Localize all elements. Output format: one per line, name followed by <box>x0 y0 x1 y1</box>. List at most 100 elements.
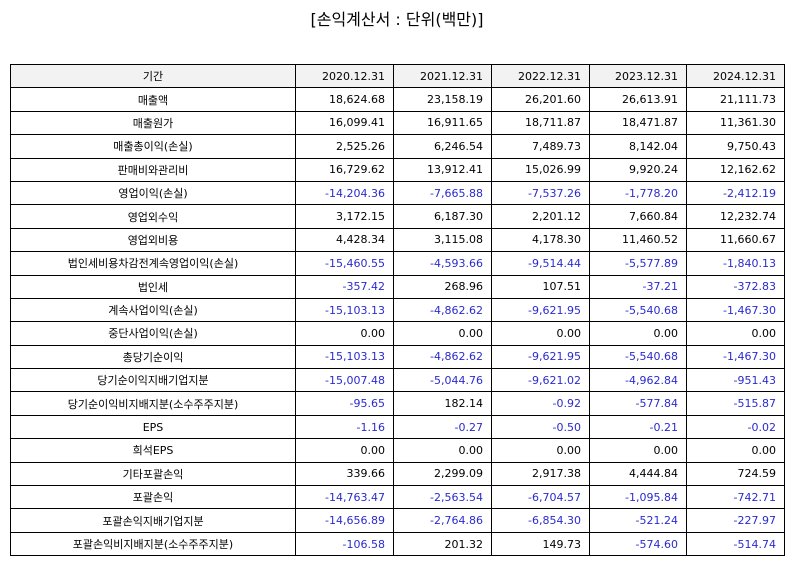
value-cell: -95.65 <box>295 391 394 416</box>
value-cell: 15,026.99 <box>491 157 590 182</box>
value-cell: -577.84 <box>589 391 687 416</box>
value-cell: 7,660.84 <box>589 204 687 229</box>
table-row: EPS -1.16 -0.27 -0.50 -0.21 -0.02 <box>10 414 785 440</box>
table-row: 판매비와관리비 16,729.62 13,912.41 15,026.99 9,920.… <box>10 157 785 182</box>
header-cell: 2021.12.31 <box>393 63 492 89</box>
value-cell: -4,593.66 <box>393 251 492 276</box>
value-cell: -4,862.62 <box>393 297 492 323</box>
table-row: 영업이익(손실) -14,204.36 -7,665.88 -7,537.26 -1,7… <box>10 180 785 206</box>
income-statement-table: 기간 2020.12.31 2021.12.31 2022.12.31 2023.12.… <box>10 63 785 557</box>
value-cell: -14,763.47 <box>295 485 394 510</box>
table-row: 총당기순이익 -15,103.13 -4,862.62 -9,621.95 -5,540… <box>10 344 785 370</box>
row-label: 매출액 <box>10 87 296 112</box>
row-label: 포괄손익 <box>10 485 296 510</box>
value-cell: 268.96 <box>393 274 492 299</box>
value-cell: -1,840.13 <box>686 251 785 276</box>
value-cell: -4,962.84 <box>589 368 687 393</box>
table-row: 당기순이익비지배지분(소수주주지분) -95.65 182.14 -0.92 -577.… <box>10 391 785 416</box>
value-cell: -14,204.36 <box>295 180 394 206</box>
value-cell: 12,162.62 <box>686 157 785 182</box>
table-row: 매출총이익(손실) 2,525.26 6,246.54 7,489.73 8,142.0… <box>10 134 785 159</box>
value-cell: -5,044.76 <box>393 368 492 393</box>
value-cell: -5,540.68 <box>589 344 687 370</box>
value-cell: 0.00 <box>589 438 687 463</box>
value-cell: 9,750.43 <box>686 134 785 159</box>
table-row: 매출원가 16,099.41 16,911.65 18,711.87 18,471.87… <box>10 110 785 136</box>
row-label: 매출원가 <box>10 110 296 136</box>
value-cell: -15,103.13 <box>295 344 394 370</box>
row-label: 총당기순이익 <box>10 344 296 370</box>
value-cell: 13,912.41 <box>393 157 492 182</box>
value-cell: -9,621.95 <box>491 297 590 323</box>
row-label: 계속사업이익(손실) <box>10 297 296 323</box>
header-cell: 2023.12.31 <box>589 63 687 89</box>
table-row: 법인세 -357.42 268.96 107.51 -37.21 -372.83 <box>10 274 785 299</box>
value-cell: 2,917.38 <box>491 461 590 487</box>
value-cell: 18,471.87 <box>589 110 687 136</box>
value-cell: -515.87 <box>686 391 785 416</box>
value-cell: -1,467.30 <box>686 344 785 370</box>
row-label: 희석EPS <box>10 438 296 463</box>
value-cell: -15,007.48 <box>295 368 394 393</box>
value-cell: -6,704.57 <box>491 485 590 510</box>
value-cell: -227.97 <box>686 508 785 533</box>
value-cell: 0.00 <box>686 438 785 463</box>
value-cell: -106.58 <box>295 531 394 557</box>
header-cell: 2020.12.31 <box>295 63 394 89</box>
value-cell: 4,428.34 <box>295 227 394 253</box>
value-cell: 0.00 <box>393 438 492 463</box>
table-row: 희석EPS 0.00 0.00 0.00 0.00 0.00 <box>10 438 785 463</box>
table-row: 포괄손익 -14,763.47 -2,563.54 -6,704.57 -1,095.8… <box>10 485 785 510</box>
value-cell: 3,115.08 <box>393 227 492 253</box>
value-cell: 0.00 <box>295 438 394 463</box>
value-cell: -2,563.54 <box>393 485 492 510</box>
row-label: 당기순이익지배기업지분 <box>10 368 296 393</box>
table-row: 당기순이익지배기업지분 -15,007.48 -5,044.76 -9,621.02-… <box>10 368 785 393</box>
value-cell: 724.59 <box>686 461 785 487</box>
value-cell: -521.24 <box>589 508 687 533</box>
value-cell: 9,920.24 <box>589 157 687 182</box>
table-body: 매출액 18,624.68 23,158.19 26,201.60 26,613.91 2… <box>10 87 785 557</box>
value-cell: 339.66 <box>295 461 394 487</box>
value-cell: 149.73 <box>491 531 590 557</box>
row-label: 기타포괄손익 <box>10 461 296 487</box>
value-cell: 2,201.12 <box>491 204 590 229</box>
row-label: 포괄손익비지배지분(소수주주지분) <box>10 531 296 557</box>
value-cell: -5,540.68 <box>589 297 687 323</box>
value-cell: 8,142.04 <box>589 134 687 159</box>
value-cell: 2,525.26 <box>295 134 394 159</box>
value-cell: -0.50 <box>491 414 590 440</box>
value-cell: -6,854.30 <box>491 508 590 533</box>
value-cell: -0.27 <box>393 414 492 440</box>
row-label: 당기순이익비지배지분(소수주주지분) <box>10 391 296 416</box>
value-cell: 21,111.73 <box>686 87 785 112</box>
value-cell: -0.21 <box>589 414 687 440</box>
value-cell: 4,444.84 <box>589 461 687 487</box>
row-label: 중단사업이익(손실) <box>10 321 296 346</box>
value-cell: 11,660.67 <box>686 227 785 253</box>
value-cell: 0.00 <box>295 321 394 346</box>
value-cell: 26,613.91 <box>589 87 687 112</box>
table-row: 영업외수익 3,172.15 6,187.30 2,201.12 7,660.84 12,… <box>10 204 785 229</box>
value-cell: -742.71 <box>686 485 785 510</box>
header-row: 기간 2020.12.31 2021.12.31 2022.12.31 2023.12.… <box>10 63 785 89</box>
value-cell: 0.00 <box>589 321 687 346</box>
table-row: 매출액 18,624.68 23,158.19 26,201.60 26,613.91 2… <box>10 87 785 112</box>
value-cell: 3,172.15 <box>295 204 394 229</box>
value-cell: 4,178.30 <box>491 227 590 253</box>
value-cell: 0.00 <box>491 438 590 463</box>
value-cell: -15,460.55 <box>295 251 394 276</box>
value-cell: 26,201.60 <box>491 87 590 112</box>
row-label: 영업외수익 <box>10 204 296 229</box>
value-cell: 6,187.30 <box>393 204 492 229</box>
table-row: 중단사업이익(손실) 0.00 0.00 0.00 0.00 0.00 <box>10 321 785 346</box>
row-label: 법인세 <box>10 274 296 299</box>
value-cell: 18,624.68 <box>295 87 394 112</box>
value-cell: -4,862.62 <box>393 344 492 370</box>
value-cell: 107.51 <box>491 274 590 299</box>
value-cell: 18,711.87 <box>491 110 590 136</box>
value-cell: 0.00 <box>491 321 590 346</box>
table-row: 포괄손익비지배지분(소수주주지분) -106.58 201.32 149.73 -574… <box>10 531 785 557</box>
row-label: EPS <box>10 414 296 440</box>
